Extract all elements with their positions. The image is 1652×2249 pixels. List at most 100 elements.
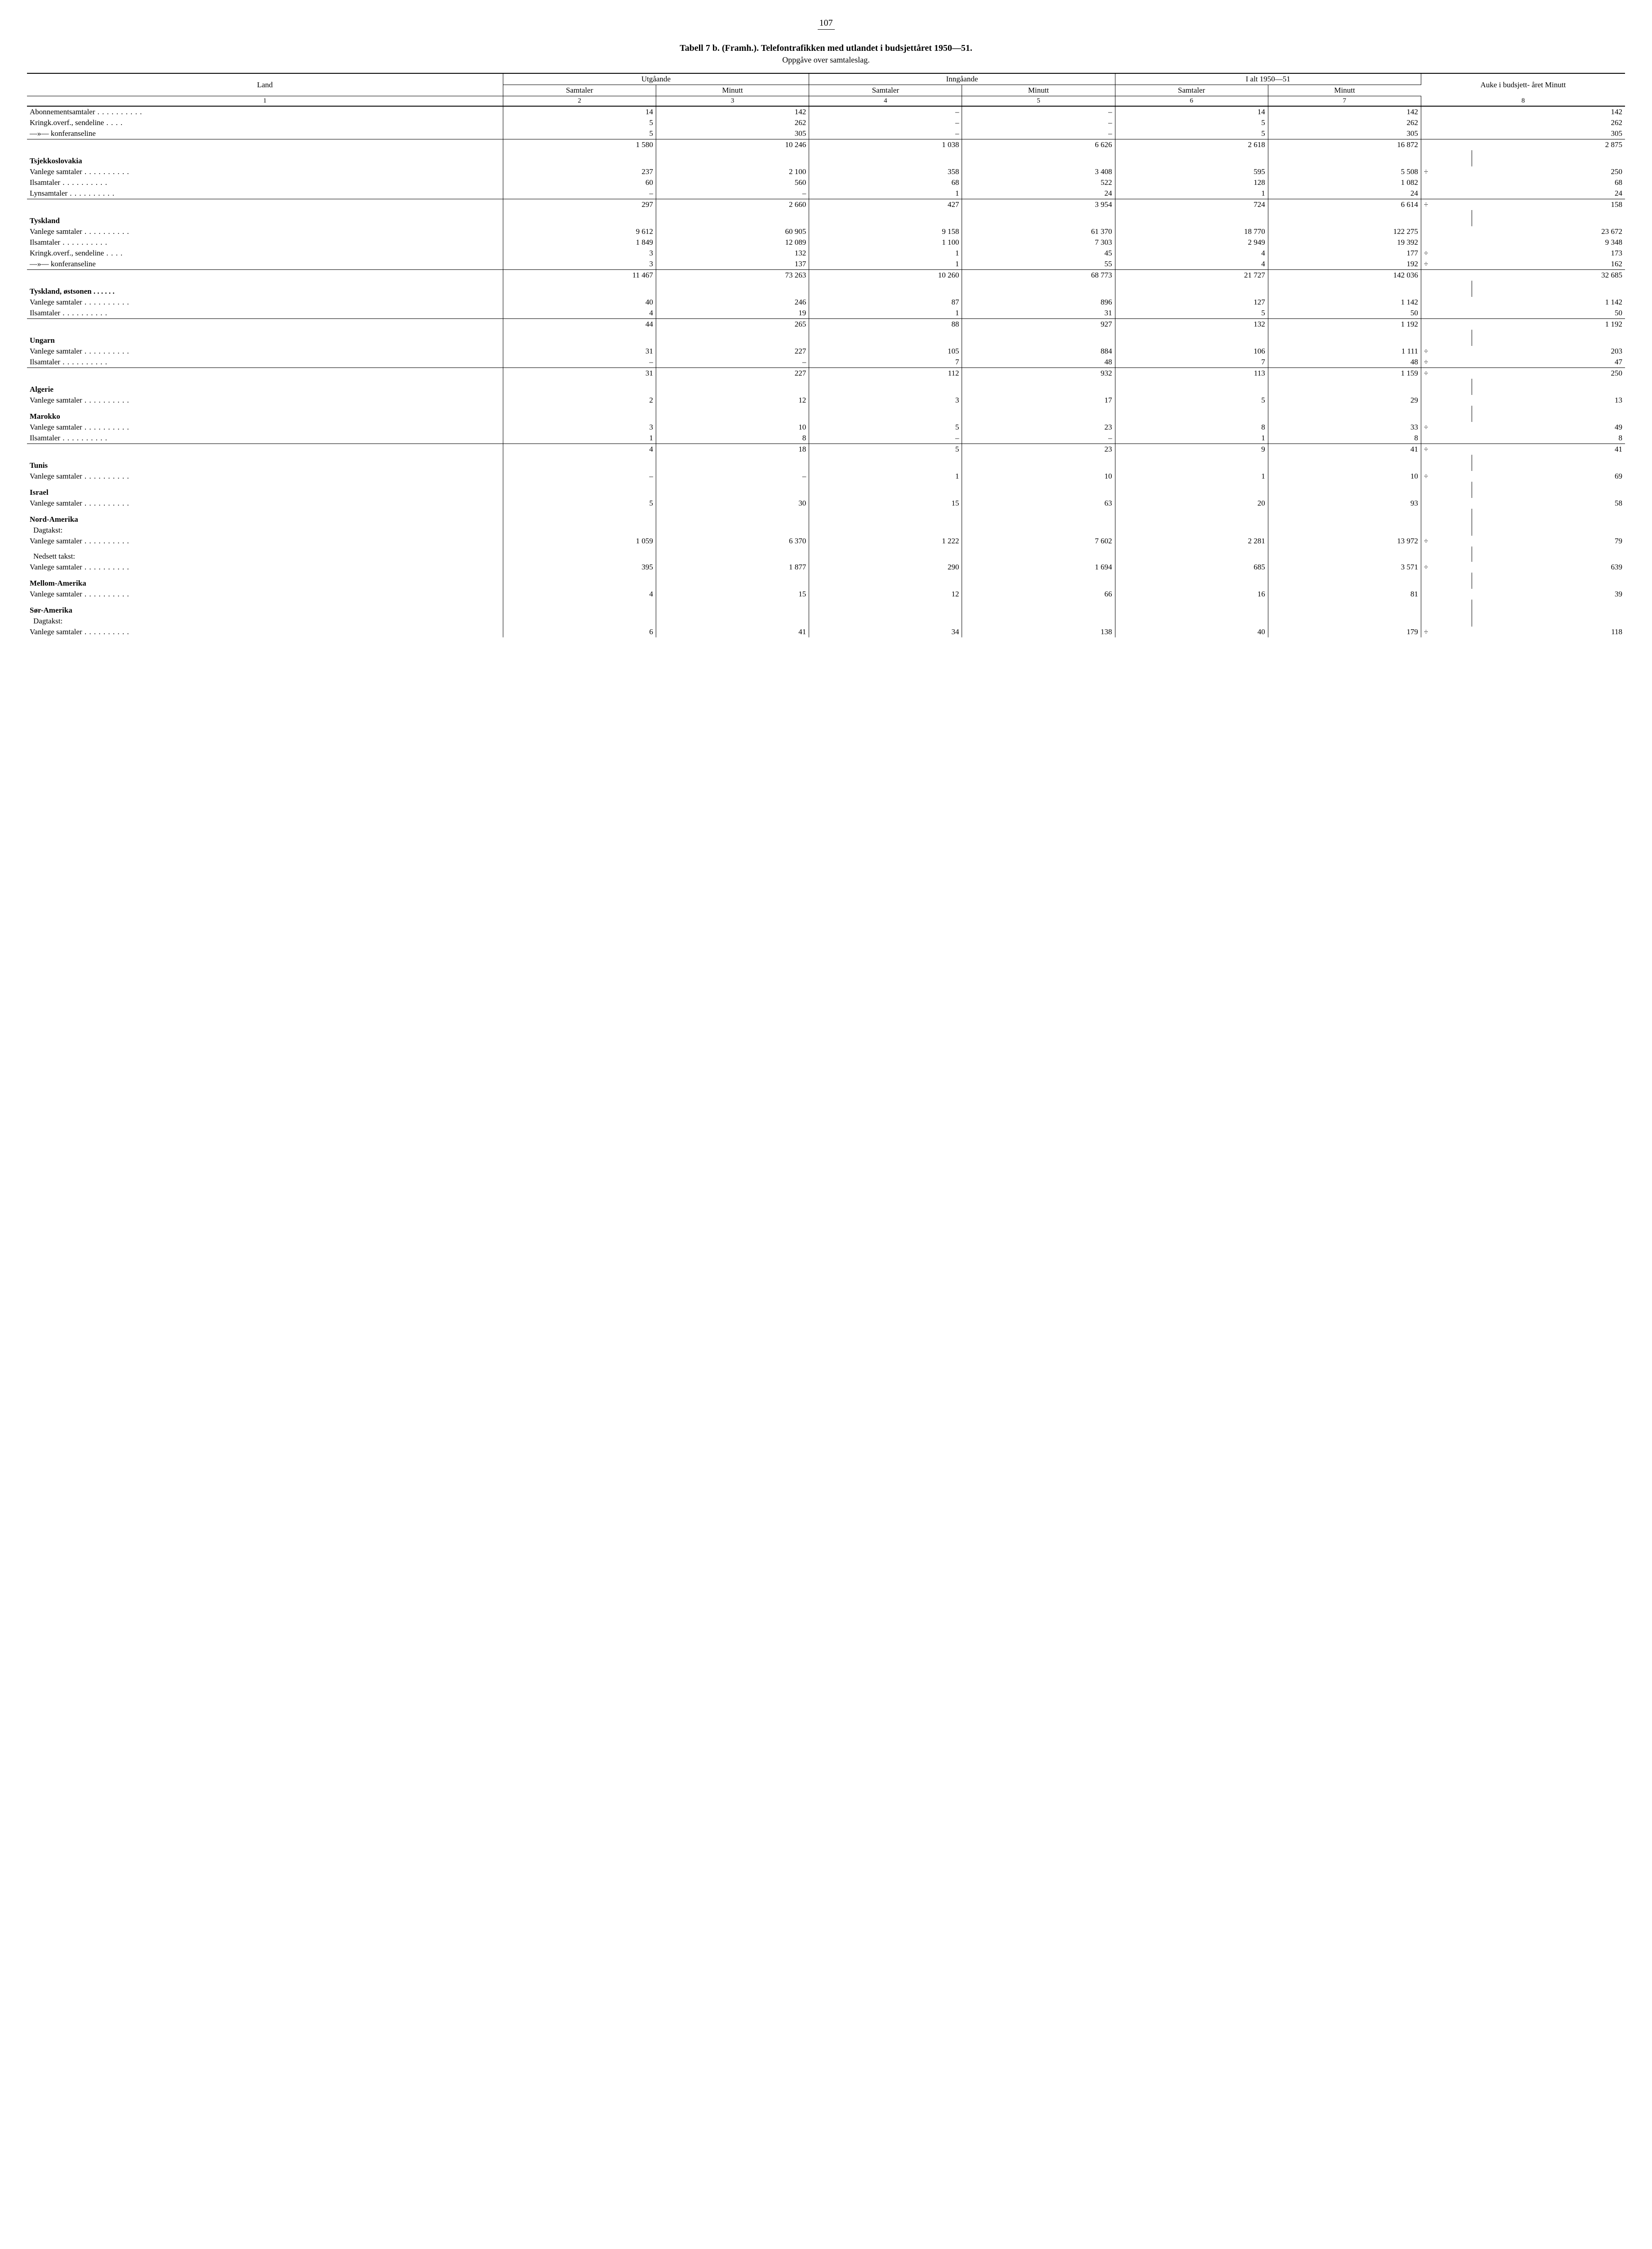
cell: 1 100 [809, 237, 962, 248]
colnum-8: 8 [1421, 96, 1625, 107]
auke-value: 69 [1472, 471, 1625, 482]
row-label: Vanlege samtaler [27, 589, 503, 600]
section-label: Algerie [27, 379, 503, 395]
cell: 5 [1115, 117, 1268, 128]
cell: 358 [809, 166, 962, 177]
table-row: Lynsamtaler––12412424 [27, 188, 1625, 199]
cell: 9 158 [809, 226, 962, 237]
cell: 14 [503, 106, 656, 117]
auke-value: 305 [1472, 128, 1625, 139]
cell: 11 467 [503, 270, 656, 281]
auke-value: 39 [1472, 589, 1625, 600]
cell: 142 036 [1268, 270, 1421, 281]
cell: 132 [656, 248, 809, 259]
col-inn: Inngåande [809, 73, 1115, 85]
colnum-2: 2 [503, 96, 656, 107]
cell: 63 [962, 498, 1115, 509]
cell: 1 192 [1268, 319, 1421, 330]
cell: 5 [1115, 128, 1268, 139]
row-label: Ilsamtaler [27, 357, 503, 368]
cell: 66 [962, 589, 1115, 600]
cell: 50 [1268, 308, 1421, 319]
cell: 23 [962, 444, 1115, 455]
table-row: Kringk.overf., sendeline31321454177÷173 [27, 248, 1625, 259]
cell: – [656, 357, 809, 368]
cell: 12 089 [656, 237, 809, 248]
table-row: 11 46773 26310 26068 77321 727142 03632 … [27, 270, 1625, 281]
auke-sign: ÷ [1421, 536, 1472, 547]
cell: 40 [503, 297, 656, 308]
cell: 1 877 [656, 562, 809, 573]
cell: 4 [503, 589, 656, 600]
cell: 177 [1268, 248, 1421, 259]
table-row: Vanlege samtaler310523833÷49 [27, 422, 1625, 433]
cell: 427 [809, 199, 962, 211]
row-label [27, 139, 503, 151]
table-row: Vanlege samtaler5301563209358 [27, 498, 1625, 509]
row-label: Ilsamtaler [27, 433, 503, 444]
cell: 262 [1268, 117, 1421, 128]
cell: – [809, 128, 962, 139]
auke-sign [1421, 237, 1472, 248]
cell: 5 [503, 498, 656, 509]
row-label [27, 319, 503, 330]
sub-label: Dagtakst: [27, 525, 503, 536]
auke-value: 262 [1472, 117, 1625, 128]
row-label: Vanlege samtaler [27, 226, 503, 237]
colnum-6: 6 [1115, 96, 1268, 107]
table-row: Sør-Amerika [27, 600, 1625, 616]
cell: 41 [656, 627, 809, 637]
sub-label: Nedsett takst: [27, 551, 503, 562]
row-label: Vanlege samtaler [27, 536, 503, 547]
auke-sign [1421, 498, 1472, 509]
auke-value: 32 685 [1472, 270, 1625, 281]
table-subtitle: Oppgåve over samtaleslag. [27, 55, 1625, 65]
cell: 13 972 [1268, 536, 1421, 547]
auke-sign [1421, 188, 1472, 199]
auke-sign: ÷ [1421, 627, 1472, 637]
cell: 55 [962, 259, 1115, 270]
section-label: Tyskland [27, 210, 503, 226]
row-label [27, 270, 503, 281]
cell: 113 [1115, 368, 1268, 379]
col-ialt-minutt: Minutt [1268, 85, 1421, 96]
row-label [27, 199, 503, 211]
table-row: Ilsamtaler1 84912 0891 1007 3032 94919 3… [27, 237, 1625, 248]
auke-sign: ÷ [1421, 199, 1472, 211]
col-utg-samtaler: Samtaler [503, 85, 656, 96]
auke-sign: ÷ [1421, 444, 1472, 455]
cell: 132 [1115, 319, 1268, 330]
col-utg-minutt: Minutt [656, 85, 809, 96]
cell: 3 571 [1268, 562, 1421, 573]
cell: 112 [809, 368, 962, 379]
cell: 265 [656, 319, 809, 330]
cell: 560 [656, 177, 809, 188]
auke-value: 250 [1472, 166, 1625, 177]
section-label: Mellom-Amerika [27, 573, 503, 589]
table-row: Tyskland, østsonen . . . . . . [27, 281, 1625, 297]
cell: 34 [809, 627, 962, 637]
cell: 3 408 [962, 166, 1115, 177]
colnum-1: 1 [27, 96, 503, 107]
table-row: Tsjekkoslovakia [27, 150, 1625, 166]
table-title: Tabell 7 b. (Framh.). Telefontrafikken m… [27, 43, 1625, 54]
cell: 685 [1115, 562, 1268, 573]
table-head: Land Utgåande Inngåande I alt 1950—51 Au… [27, 73, 1625, 106]
auke-value: 639 [1472, 562, 1625, 573]
auke-value: 79 [1472, 536, 1625, 547]
row-label [27, 444, 503, 455]
cell: 1 [809, 308, 962, 319]
table-row: 312271129321131 159÷250 [27, 368, 1625, 379]
cell: – [503, 188, 656, 199]
cell: 192 [1268, 259, 1421, 270]
auke-sign: ÷ [1421, 562, 1472, 573]
auke-value: 9 348 [1472, 237, 1625, 248]
auke-value: 250 [1472, 368, 1625, 379]
col-ialt-samtaler: Samtaler [1115, 85, 1268, 96]
table-row: Vanlege samtaler––110110÷69 [27, 471, 1625, 482]
cell: 30 [656, 498, 809, 509]
cell: – [962, 117, 1115, 128]
cell: 5 [809, 422, 962, 433]
cell: 3 [503, 248, 656, 259]
cell: 81 [1268, 589, 1421, 600]
